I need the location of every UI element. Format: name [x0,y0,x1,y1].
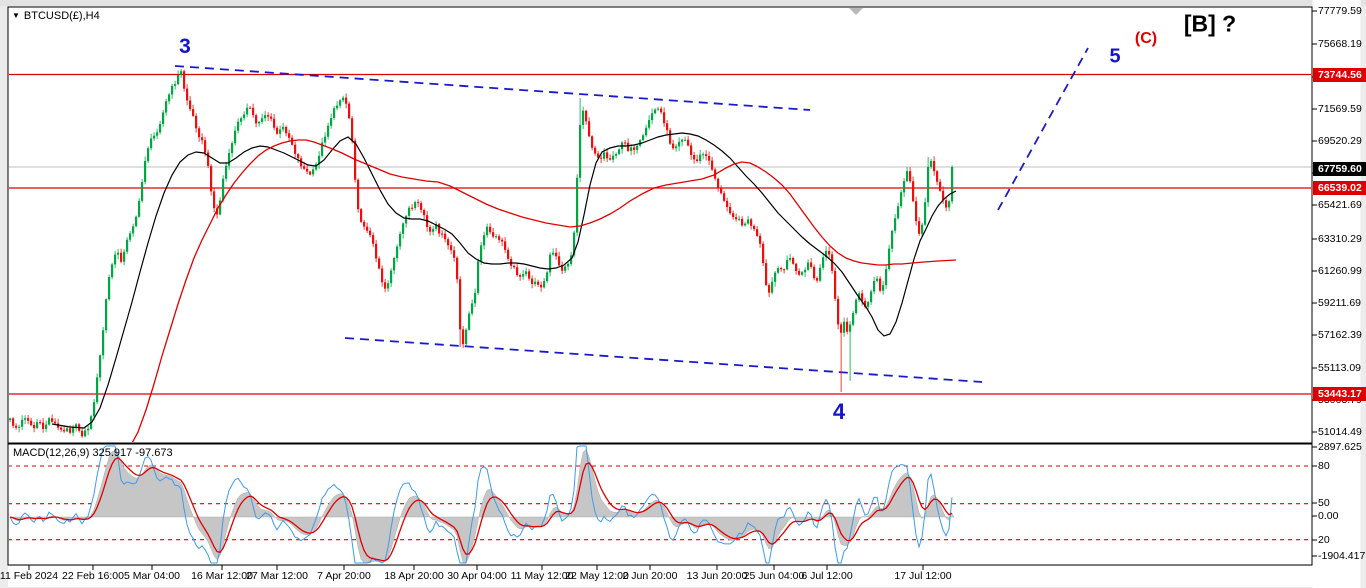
price-tick-label: 63310.29 [1318,233,1362,245]
macd-axis-label: 80 [1318,460,1330,472]
collapse-panel-icon[interactable] [849,8,863,15]
wave-label-4: 4 [832,399,846,424]
price-tick-label: 59211.69 [1318,297,1362,309]
macd-axis-label: 50 [1318,497,1330,509]
main-plot-layer [9,47,1311,445]
ma-fast-line[interactable] [51,132,957,429]
macd-axis-label: 0.00 [1318,510,1339,522]
time-tick-label[interactable]: 11 Feb 2024 [0,570,59,582]
symbol-label[interactable]: ▼ BTCUSD(£),H4 [12,10,100,22]
price-badge-66539.02: 66539.02 [1313,181,1366,195]
price-tick-label: 55113.09 [1318,362,1362,374]
macd-signal-line [9,457,953,562]
macd-plot-layer [9,445,1311,564]
up-candle-bodies [9,71,954,437]
chart-dropdown-icon[interactable]: ▼ [12,11,20,20]
time-tick-label[interactable]: 30 Apr 04:00 [447,570,507,582]
symbol-label-text: BTCUSD(£),H4 [23,10,100,22]
price-tick-label: 77779.59 [1318,5,1362,17]
price-axis-strip[interactable] [1312,0,1361,588]
price-badge-53443.17: 53443.17 [1313,387,1366,401]
wave-label-5: 5 [1109,45,1121,68]
trendline-lower-channel[interactable] [344,337,983,383]
ma-slow-line[interactable] [131,139,957,445]
time-tick-label[interactable]: 13 Jun 20:00 [686,570,748,582]
time-tick-label[interactable]: 6 Jul 12:00 [801,570,853,582]
time-tick-label[interactable]: 22 Feb 16:00 [62,570,124,582]
trendline-wave5-projection[interactable] [997,47,1089,211]
price-tick-label: 69520.29 [1318,135,1362,147]
time-tick-label[interactable]: 2 Jun 20:00 [622,570,678,582]
price-tick-label: 51014.49 [1318,426,1362,438]
wave-label-C: (C) [1134,30,1158,47]
main-chart-panel[interactable] [7,6,1313,444]
time-axis-strip[interactable] [8,566,1360,587]
time-tick-label[interactable]: 5 Mar 04:00 [123,570,181,582]
wave-label-3: 3 [179,35,191,58]
time-tick-label[interactable]: 16 Mar 12:00 [191,570,253,582]
macd-main-line [9,445,953,564]
price-tick-label: 65421.69 [1318,199,1362,211]
price-tick-label: 57162.39 [1318,329,1362,341]
price-tick-label: 75668.19 [1318,38,1362,50]
macd-axis-label: 20 [1318,534,1330,546]
time-tick-label[interactable]: 18 Apr 20:00 [384,570,444,582]
macd-axis-label: 2897.625 [1318,441,1362,453]
price-badge-67759.60: 67759.60 [1313,161,1366,176]
macd-indicator-label: MACD(12,26,9) 325.917 -97.673 [13,447,173,459]
price-badge-73744.56: 73744.56 [1313,67,1366,82]
price-tick-label: 71569.59 [1318,103,1362,115]
time-tick-label[interactable]: 17 Jul 12:00 [894,570,952,582]
time-tick-label[interactable]: 25 Jun 04:00 [743,570,805,582]
time-tick-label[interactable]: 27 Mar 12:00 [246,570,308,582]
price-tick-label: 61260.99 [1318,265,1362,277]
wave-label-B: [B] ? [1183,10,1237,37]
time-tick-label[interactable]: 11 May 12:00 [510,570,574,582]
time-tick-label[interactable]: 7 Apr 20:00 [317,570,371,582]
trendline-upper-channel[interactable] [174,65,811,111]
time-tick-label[interactable]: 22 May 12:00 [565,570,629,582]
macd-axis-label: -1904.417 [1318,550,1366,562]
